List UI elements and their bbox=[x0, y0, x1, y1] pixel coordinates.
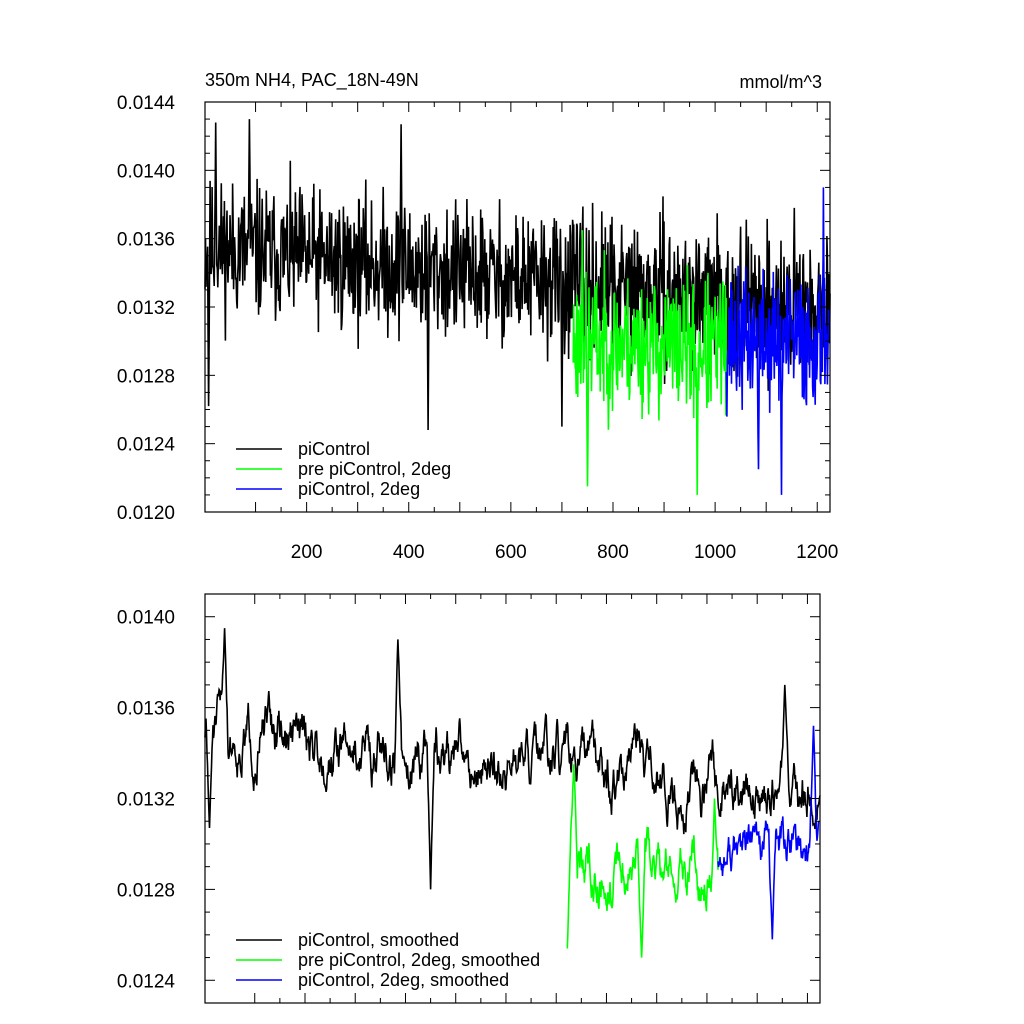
y-tick-label: 0.0140 bbox=[117, 608, 175, 629]
x-tick-label: 1000 bbox=[694, 542, 736, 563]
panel-bottom: 0.0124 0.0128 0.0132 0.0136 0.0140 piControl,… bbox=[117, 593, 821, 1004]
y-tick-label: 0.0120 bbox=[117, 503, 175, 524]
series-line-0 bbox=[204, 628, 821, 890]
y-tick-label: 0.0128 bbox=[117, 880, 175, 901]
y-tick-label: 0.0136 bbox=[117, 230, 175, 251]
y-tick-label: 0.0132 bbox=[117, 790, 175, 811]
legend-label-1: pre piControl, 2deg, smoothed bbox=[298, 950, 540, 970]
series-line-2 bbox=[717, 725, 820, 940]
y-tick-label: 0.0124 bbox=[117, 435, 176, 456]
x-tick-label: 200 bbox=[291, 542, 323, 563]
legend-label-2: piControl, 2deg, smoothed bbox=[298, 970, 509, 990]
y-tick-label: 0.0144 bbox=[117, 93, 176, 114]
x-tick-label: 800 bbox=[597, 542, 629, 563]
x-tick-label: 1200 bbox=[796, 542, 838, 563]
y-tick-label: 0.0140 bbox=[117, 161, 175, 182]
series-line-1 bbox=[566, 764, 719, 958]
legend-label-0: piControl, smoothed bbox=[298, 930, 459, 950]
panel-top: 0.0120 0.0124 0.0128 0.0132 0.0136 0.0140 0.01… bbox=[117, 70, 839, 563]
units-label: mmol/m^3 bbox=[740, 72, 822, 92]
legend-label-2: piControl, 2deg bbox=[298, 479, 420, 499]
chart-title: 350m NH4, PAC_18N-49N bbox=[205, 70, 419, 91]
y-tick-label: 0.0124 bbox=[117, 971, 176, 992]
y-tick-label: 0.0132 bbox=[117, 298, 175, 319]
legend-label-1: pre piControl, 2deg bbox=[298, 459, 451, 479]
series-line-2 bbox=[725, 187, 830, 495]
y-tick-label: 0.0136 bbox=[117, 699, 175, 720]
series-line-1 bbox=[572, 230, 728, 495]
x-tick-label: 600 bbox=[495, 542, 527, 563]
legend-label-0: piControl bbox=[298, 439, 370, 459]
y-tick-label: 0.0128 bbox=[117, 366, 175, 387]
x-tick-label: 400 bbox=[393, 542, 425, 563]
